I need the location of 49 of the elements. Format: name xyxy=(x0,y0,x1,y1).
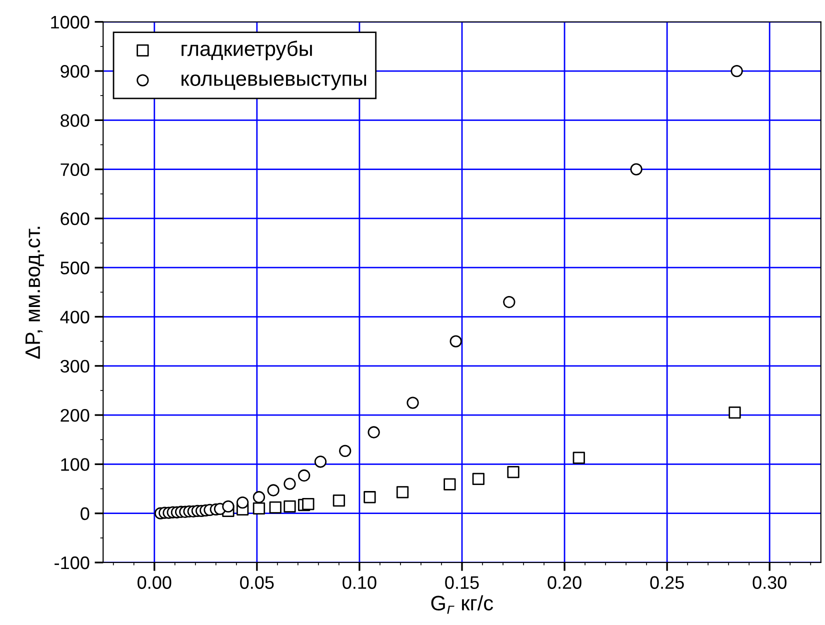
point xyxy=(728,406,741,419)
point xyxy=(269,501,282,514)
point xyxy=(503,296,516,308)
point xyxy=(472,472,484,486)
legend-label: гладкиетрубы xyxy=(182,40,312,60)
point xyxy=(730,64,743,78)
y-tick-label: 700 xyxy=(60,163,90,176)
point xyxy=(284,500,296,513)
x-tick-label: 0.25 xyxy=(650,576,684,589)
x-tick-label: 0.30 xyxy=(752,576,786,589)
point xyxy=(252,502,266,515)
point xyxy=(267,484,280,496)
y-tick-label: 400 xyxy=(60,310,90,324)
x-tick-label: 0.15 xyxy=(445,576,479,589)
point xyxy=(364,491,376,504)
y-tick-label: 800 xyxy=(60,114,90,127)
y-tick-label: 500 xyxy=(60,262,90,274)
point xyxy=(444,478,456,490)
x-axis-title: G$_{г}$ кг/с xyxy=(431,595,494,614)
point xyxy=(332,494,346,507)
point xyxy=(339,444,352,458)
y-tick-label: 200 xyxy=(60,408,90,422)
point xyxy=(298,469,310,482)
y-tick-label: 600 xyxy=(60,212,90,226)
x-tick-label: 0.20 xyxy=(548,576,582,589)
legend-label: кольцевыевыступы xyxy=(182,74,366,90)
point xyxy=(252,491,266,504)
x-tick-label: 0.10 xyxy=(342,576,376,589)
y-tick-label: 1000 xyxy=(51,16,90,29)
point xyxy=(284,478,296,490)
point xyxy=(450,335,462,348)
y-tick-label: -100 xyxy=(54,556,90,570)
y-tick-label: 900 xyxy=(60,64,90,78)
point xyxy=(314,456,327,468)
point xyxy=(368,426,380,438)
point xyxy=(222,500,234,513)
point xyxy=(302,498,314,510)
point xyxy=(406,396,419,409)
point xyxy=(630,163,642,176)
point xyxy=(507,466,520,478)
y-tick-label: 100 xyxy=(61,458,90,471)
point xyxy=(236,496,249,509)
point xyxy=(396,486,409,498)
y-axis-title: ΔP, мм.вод.ст. xyxy=(26,226,44,359)
point xyxy=(572,452,585,464)
x-tick-label: 0.00 xyxy=(138,576,172,589)
x-tick-label: 0.05 xyxy=(240,576,274,589)
y-tick-label: 300 xyxy=(60,360,90,373)
y-tick-label: 0 xyxy=(80,507,90,520)
